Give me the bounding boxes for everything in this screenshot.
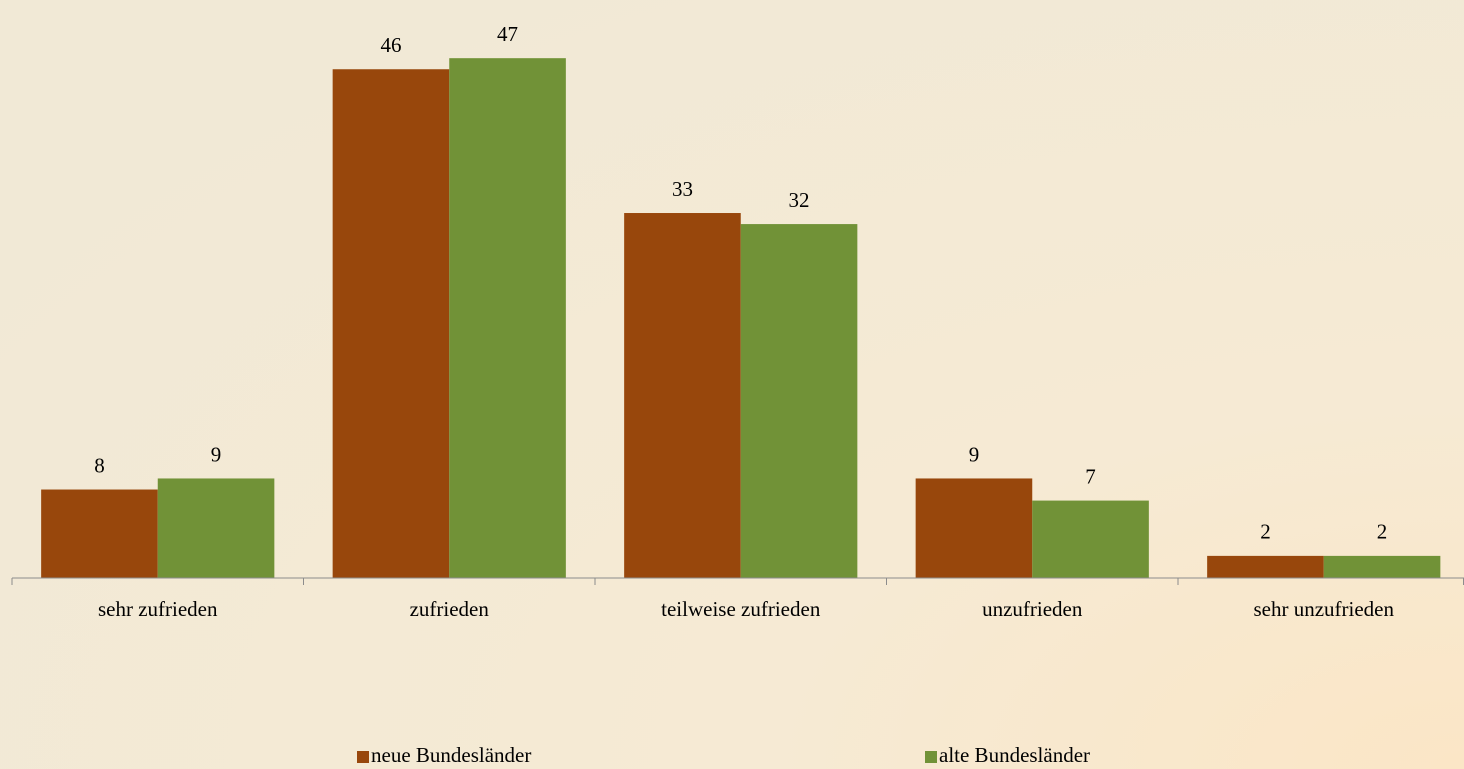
bar: [332, 69, 450, 579]
bar: [915, 478, 1033, 578]
legend-swatch: [357, 751, 369, 763]
x-tick-label: teilweise zufrieden: [661, 597, 821, 621]
value-label: 7: [1085, 464, 1096, 488]
value-label: 46: [380, 33, 401, 57]
bar: [157, 478, 275, 578]
bar: [624, 213, 741, 578]
value-label: 2: [1377, 520, 1388, 544]
x-tick-label: sehr unzufrieden: [1253, 597, 1394, 621]
bar: [1207, 555, 1324, 578]
bar: [41, 489, 158, 578]
value-label: 9: [211, 442, 222, 466]
legend-label: neue Bundesländer: [371, 743, 531, 767]
x-tick-label: zufrieden: [410, 597, 490, 621]
bar: [1323, 555, 1441, 578]
value-label: 8: [94, 453, 105, 477]
value-label: 2: [1260, 520, 1271, 544]
bar: [449, 58, 566, 579]
value-label: 9: [969, 442, 980, 466]
x-tick-label: unzufrieden: [982, 597, 1083, 621]
value-label: 32: [789, 188, 810, 212]
bar: [740, 224, 858, 578]
bar: [1032, 500, 1149, 578]
x-tick-label: sehr zufrieden: [98, 597, 218, 621]
legend-label: alte Bundesländer: [939, 743, 1090, 767]
value-label: 47: [497, 22, 518, 46]
value-label: 33: [672, 177, 693, 201]
legend-swatch: [925, 751, 937, 763]
